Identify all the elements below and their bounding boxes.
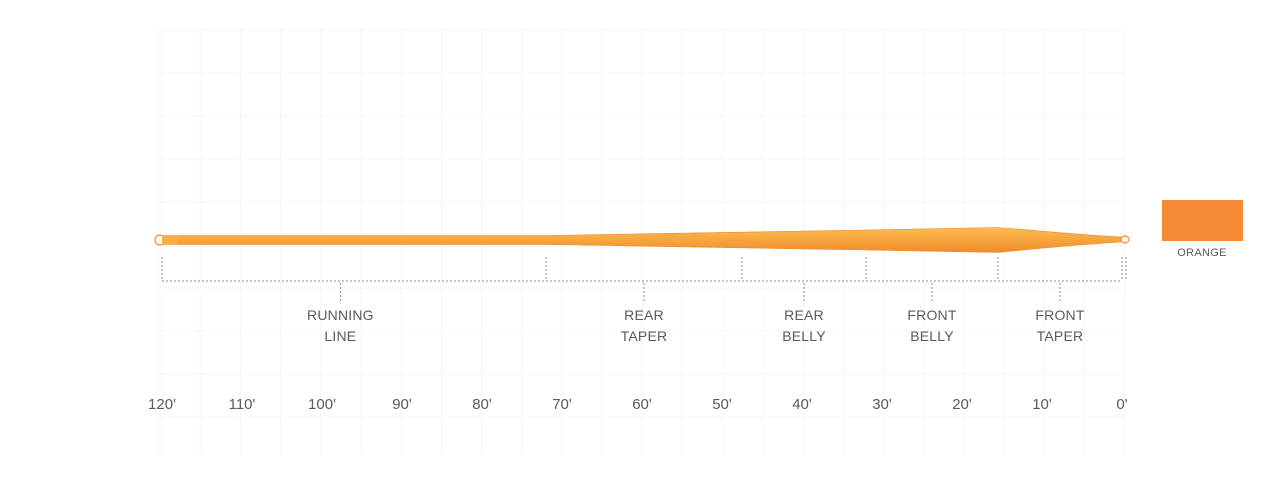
tip-end-cap xyxy=(1120,235,1130,244)
segment-label: RUNNING xyxy=(307,307,374,323)
segment-label: TAPER xyxy=(1037,328,1084,344)
fly-line-profile xyxy=(154,227,1130,253)
color-legend: ORANGE xyxy=(1162,200,1243,259)
axis-tick-label: 30' xyxy=(872,396,892,413)
segment-label: REAR xyxy=(784,307,824,323)
axis-tick-label: 90' xyxy=(392,396,412,413)
segment-label: REAR xyxy=(624,307,664,323)
segment-label: FRONT xyxy=(1035,307,1084,323)
segment-brackets xyxy=(161,257,1127,282)
segment-label: BELLY xyxy=(782,328,826,344)
axis-tick-label: 0' xyxy=(1116,396,1127,413)
axis-tick-label: 20' xyxy=(952,396,972,413)
axis-tick-label: 70' xyxy=(552,396,572,413)
distance-axis: 120' 110' 100' 90' 80' 70' 60' 50' 40' 30' 20' 10' 0… xyxy=(148,396,1128,413)
segment-labels: RUNNING LINE REAR TAPER REAR BELLY FRONT BELLY F… xyxy=(307,283,1085,344)
segment-label: LINE xyxy=(324,328,356,344)
axis-tick-label: 10' xyxy=(1032,396,1052,413)
axis-tick-label: 120' xyxy=(148,396,176,413)
color-swatch xyxy=(1162,200,1243,241)
axis-tick-label: 50' xyxy=(712,396,732,413)
axis-tick-label: 80' xyxy=(472,396,492,413)
axis-tick-label: 60' xyxy=(632,396,652,413)
axis-tick-label: 110' xyxy=(229,396,256,413)
segment-label: BELLY xyxy=(910,328,954,344)
segment-label: TAPER xyxy=(621,328,668,344)
axis-tick-label: 40' xyxy=(792,396,812,413)
color-name-label: ORANGE xyxy=(1177,247,1226,259)
axis-tick-label: 100' xyxy=(308,396,336,413)
fly-line-body-tip xyxy=(162,235,178,245)
segment-label: FRONT xyxy=(907,307,956,323)
